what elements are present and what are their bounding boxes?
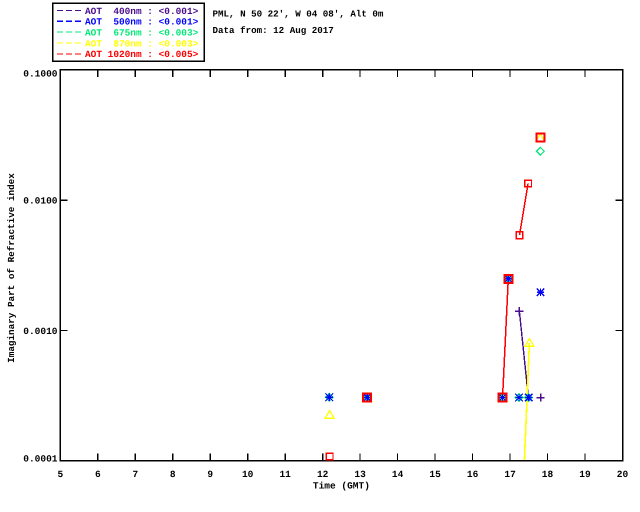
svg-text:5: 5 [57,469,63,480]
svg-text:18: 18 [542,469,554,480]
svg-text:12: 12 [317,469,329,480]
svg-text:AOT 675nm : <0.003>: AOT 675nm : <0.003> [85,28,199,39]
svg-text:0.1000: 0.1000 [23,68,58,79]
svg-text:6: 6 [95,469,101,480]
svg-text:AOT 500nm : <0.001>: AOT 500nm : <0.001> [85,17,199,28]
svg-text:0.0100: 0.0100 [23,196,58,207]
svg-text:AOT 870nm : <0.003>: AOT 870nm : <0.003> [85,38,199,49]
svg-text:7: 7 [132,469,138,480]
svg-text:AOT 400nm : <0.001>: AOT 400nm : <0.001> [85,6,199,17]
svg-text:Data from: 12 Aug 2017: Data from: 12 Aug 2017 [213,25,334,36]
svg-text:17: 17 [504,469,516,480]
svg-text:0.0010: 0.0010 [23,326,58,337]
svg-text:15: 15 [429,469,441,480]
svg-text:10: 10 [242,469,254,480]
svg-text:8: 8 [170,469,176,480]
svg-text:11: 11 [279,469,291,480]
svg-text:14: 14 [392,469,404,480]
svg-text:20: 20 [617,469,629,480]
svg-text:PML, N 50 22', W 04 08', Alt 0: PML, N 50 22', W 04 08', Alt 0m [213,8,384,19]
svg-text:16: 16 [467,469,479,480]
svg-text:13: 13 [354,469,366,480]
svg-text:Time (GMT): Time (GMT) [313,481,370,492]
svg-text:Imaginary Part of Refractive i: Imaginary Part of Refractive index [6,173,17,363]
svg-text:AOT 1020nm : <0.005>: AOT 1020nm : <0.005> [85,49,199,60]
svg-text:19: 19 [579,469,591,480]
svg-text:0.0001: 0.0001 [23,453,58,464]
svg-text:9: 9 [207,469,213,480]
